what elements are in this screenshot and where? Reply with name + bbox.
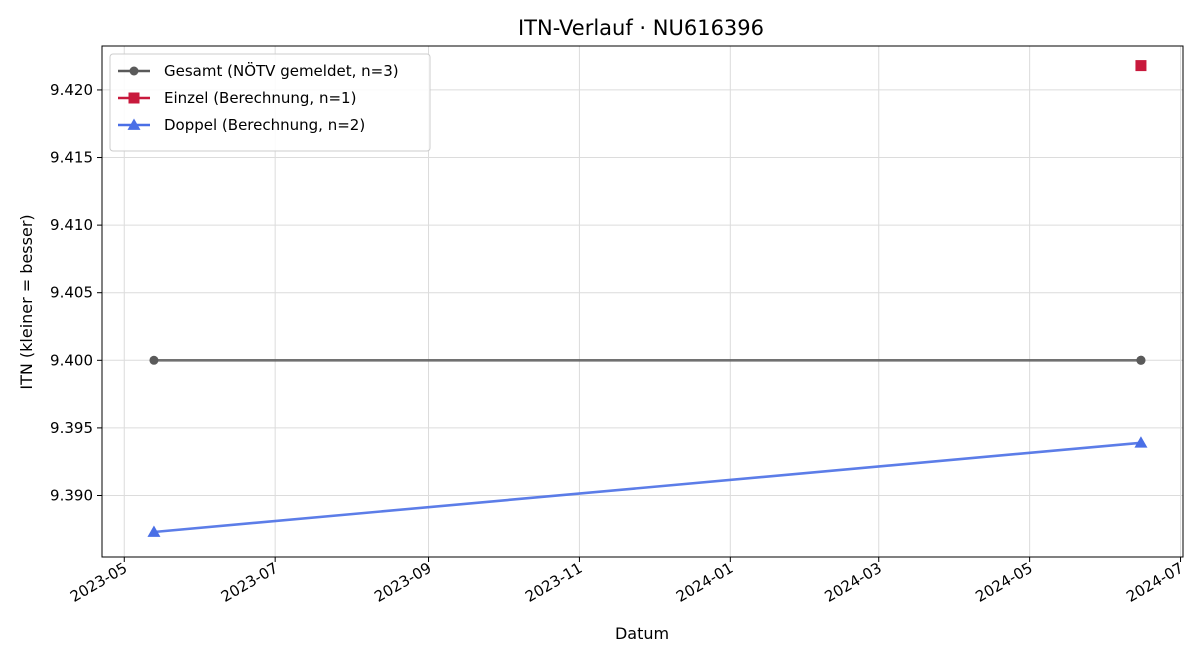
plot-series bbox=[147, 60, 1148, 537]
legend: Gesamt (NÖTV gemeldet, n=3) Einzel (Berec… bbox=[109, 53, 431, 152]
chart-title: ITN-Verlauf · NU616396 bbox=[518, 16, 764, 40]
legend-box bbox=[109, 53, 431, 152]
x-tick-label: 2023-05 bbox=[67, 559, 130, 606]
data-point bbox=[149, 355, 159, 365]
x-tick-label: 2024-03 bbox=[821, 559, 884, 606]
series-2 bbox=[147, 436, 1148, 537]
series-line bbox=[153, 441, 1142, 534]
x-axis-title: Datum bbox=[615, 624, 669, 643]
plot-frame bbox=[101, 45, 1184, 558]
y-axis-title: ITN (kleiner = besser) bbox=[17, 214, 36, 389]
y-tick-label: 9.390 bbox=[50, 486, 93, 504]
legend-label: Gesamt (NÖTV gemeldet, n=3) bbox=[164, 61, 399, 80]
y-tick-label: 9.405 bbox=[50, 284, 93, 302]
legend-label: Einzel (Berechnung, n=1) bbox=[164, 89, 356, 107]
series-0 bbox=[149, 355, 1146, 365]
y-tick-label: 9.415 bbox=[50, 149, 93, 167]
y-tick-label: 9.410 bbox=[50, 216, 93, 234]
x-tick-label: 2023-07 bbox=[218, 559, 281, 606]
legend-marker bbox=[128, 92, 140, 104]
legend-item-2: Doppel (Berechnung, n=2) bbox=[118, 116, 365, 134]
x-axis-ticks: 2023-05 2023-07 2023-09 2023-11 2024-01 2024-… bbox=[67, 557, 1187, 606]
data-point bbox=[147, 525, 161, 537]
legend-item-0: Gesamt (NÖTV gemeldet, n=3) bbox=[118, 61, 399, 80]
y-axis-ticks: 9.390 9.395 9.400 9.405 9.410 9.415 9.420 bbox=[50, 81, 102, 504]
y-tick-label: 9.400 bbox=[50, 351, 93, 369]
legend-marker bbox=[129, 66, 139, 76]
data-point bbox=[1136, 355, 1146, 365]
y-tick-label: 9.395 bbox=[50, 419, 93, 437]
data-point bbox=[1135, 60, 1147, 72]
legend-label: Doppel (Berechnung, n=2) bbox=[164, 116, 365, 134]
legend-item-1: Einzel (Berechnung, n=1) bbox=[118, 89, 356, 107]
data-point bbox=[1134, 436, 1148, 448]
series-1 bbox=[1135, 60, 1147, 72]
x-tick-label: 2023-11 bbox=[522, 559, 585, 606]
y-tick-label: 9.420 bbox=[50, 81, 93, 99]
x-tick-label: 2024-01 bbox=[673, 559, 736, 606]
x-tick-label: 2024-07 bbox=[1123, 559, 1186, 606]
legend-marker bbox=[127, 118, 141, 130]
x-tick-label: 2023-09 bbox=[371, 559, 434, 606]
x-tick-label: 2024-05 bbox=[972, 559, 1035, 606]
